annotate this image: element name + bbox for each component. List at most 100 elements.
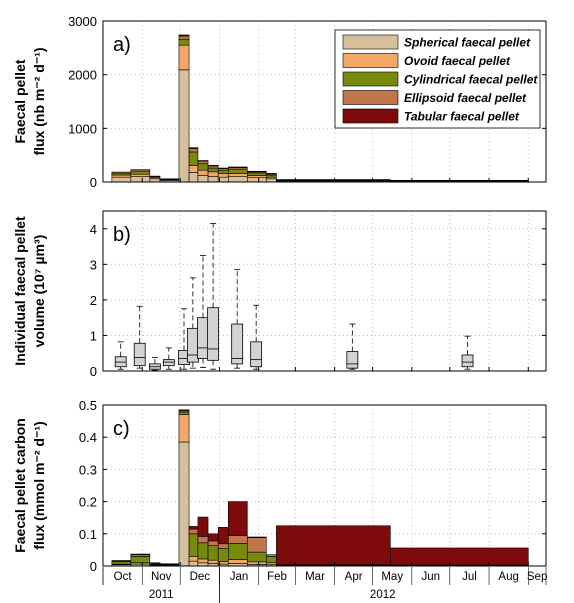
- box-9: [250, 304, 263, 370]
- bar-c-10-ellipsoid: [246, 537, 267, 553]
- y-axis-label-line: Individual faecal pellet: [12, 216, 28, 366]
- y-tick-label: 0.2: [79, 495, 97, 510]
- y-tick-label: 0: [90, 559, 97, 574]
- y-tick-label: 1000: [68, 121, 97, 136]
- month-label: Mar: [305, 571, 325, 583]
- bar-a-11-tabular: [265, 173, 277, 175]
- y-axis-label: Faecal pellet carbon flux (mmol m⁻² d⁻¹): [12, 418, 47, 553]
- legend-swatch-ellipsoid: [342, 90, 399, 105]
- box-iqr: [461, 354, 474, 368]
- bar-c-4-cylindrical: [178, 411, 190, 415]
- x-axis-labels: Oct Nov Dec Jan Feb Mar Apr May Jun Jul Aug Sep 2011…: [102, 567, 547, 603]
- y-tick-label: 2000: [68, 68, 97, 83]
- bar-c-13-tabular: [390, 547, 529, 566]
- bar-a-5-spherical: [188, 172, 199, 183]
- bar-a-4-spherical: [178, 69, 190, 183]
- bar-c-10-ovoid: [246, 561, 267, 565]
- bar-c-8-tabular: [217, 527, 229, 545]
- bar-a-5-ovoid: [188, 165, 199, 173]
- bar-a-1-cylindrical: [130, 170, 151, 175]
- bar-c-7-cylindrical: [207, 545, 219, 561]
- year-label: 2011: [149, 589, 174, 601]
- box-iqr: [250, 341, 263, 368]
- bar-c-11-cylindrical: [265, 556, 277, 564]
- bar-a-6-tabular: [197, 160, 209, 162]
- bar-a-8-cylindrical: [217, 169, 229, 174]
- y-tick-label: 3000: [68, 14, 97, 29]
- legend-swatch-spherical: [342, 34, 399, 50]
- box-iqr: [197, 317, 209, 359]
- legend-label: Ellipsoid faecal pellet: [404, 91, 527, 105]
- legend-label: Tabular faecal pellet: [404, 110, 520, 124]
- bar-c-6-tabular: [197, 516, 209, 537]
- legend-label: Ovoid faecal pellet: [404, 54, 511, 68]
- bar-c-5-ellipsoid: [188, 528, 199, 535]
- bar-a-11-cylindrical: [265, 174, 277, 178]
- axes-frame: [102, 20, 547, 183]
- panel-b: 0 1 2 3 4 b) Individual faecal pellet volume (1…: [12, 210, 547, 379]
- box-iqr: [162, 359, 175, 367]
- legend: Spherical faecal pellet Ovoid faecal pell…: [334, 29, 541, 129]
- bar-a-6-cylindrical: [197, 163, 209, 171]
- bar-a-4-ovoid: [178, 44, 190, 71]
- month-label: Sep: [527, 571, 547, 583]
- month-label: Aug: [498, 571, 518, 583]
- bar-c-5-ovoid: [188, 556, 199, 562]
- box-iqr: [207, 307, 220, 361]
- panel-label: c): [113, 418, 130, 440]
- y-axis-label-line: flux (nb m⁻² d⁻¹): [31, 47, 47, 155]
- panel-c: 0 0.1 0.2 0.3 0.4 0.5 c) Faecal pellet carbon fl…: [12, 398, 547, 574]
- month-label: Nov: [151, 571, 172, 583]
- month-label: Jan: [230, 571, 249, 583]
- bar-c-5-cylindrical: [188, 533, 199, 557]
- bar-c-7-ellipsoid: [207, 540, 219, 547]
- axes-frame: [102, 210, 547, 372]
- bar-c-10-cylindrical: [246, 551, 267, 563]
- y-tick-label: 1: [90, 328, 97, 343]
- bar-a-0-spherical: [111, 176, 132, 183]
- bar-c-9-tabular: [228, 501, 248, 536]
- bar-c-5-spherical: [188, 560, 199, 567]
- bar-c-9-ellipsoid: [228, 535, 248, 544]
- legend-label: Spherical faecal pellet: [404, 36, 531, 50]
- y-tick-label: 0.3: [79, 462, 97, 477]
- box-iqr: [186, 327, 199, 363]
- y-axis-label-line: Faecal pellet carbon: [12, 418, 28, 553]
- bar-c-6-ellipsoid: [197, 536, 209, 544]
- bar-a-9-cylindrical: [228, 168, 248, 174]
- y-axis-label-line: Faecal pellet: [12, 59, 28, 143]
- bar-a-9-tabular: [228, 166, 248, 168]
- box-7: [207, 223, 220, 370]
- y-tick-label: 0.4: [79, 430, 97, 445]
- box-11: [461, 335, 474, 370]
- y-tick-label: 0: [90, 364, 97, 379]
- panel-a: 0 1000 2000 3000 a) Faecal pellet flux (nb m⁻²…: [12, 14, 547, 190]
- bar-c-0-cylindrical: [111, 561, 132, 565]
- bar-a-5-tabular: [188, 147, 199, 150]
- bar-c-8-ellipsoid: [217, 543, 229, 549]
- box-iqr: [133, 342, 146, 367]
- box-8: [231, 269, 244, 369]
- legend-swatch-ovoid: [342, 53, 399, 68]
- month-label: Jul: [462, 571, 477, 583]
- bar-a-6-ovoid: [197, 169, 209, 176]
- bar-c-12-tabular: [276, 525, 391, 566]
- legend-swatch-tabular: [342, 108, 399, 124]
- legend-swatch-cylindrical: [342, 71, 399, 87]
- bar-a-4-tabular: [178, 34, 190, 37]
- bar-c-10-tabular: [246, 536, 267, 538]
- bar-c-1-cylindrical: [130, 556, 151, 564]
- month-label: Apr: [345, 571, 363, 583]
- y-tick-label: 2: [90, 293, 97, 308]
- year-label: 2012: [370, 589, 396, 601]
- box-iqr: [346, 351, 359, 369]
- bar-a-8-ovoid: [217, 173, 229, 178]
- box-10: [346, 323, 359, 370]
- bar-a-2-ellipsoid: [149, 175, 161, 177]
- bar-a-7-ellipsoid: [207, 165, 219, 169]
- month-label: Feb: [267, 571, 287, 583]
- box-iqr: [231, 323, 244, 365]
- y-axis-label: Faecal pellet flux (nb m⁻² d⁻¹): [12, 47, 47, 155]
- bar-a-1-spherical: [130, 176, 151, 183]
